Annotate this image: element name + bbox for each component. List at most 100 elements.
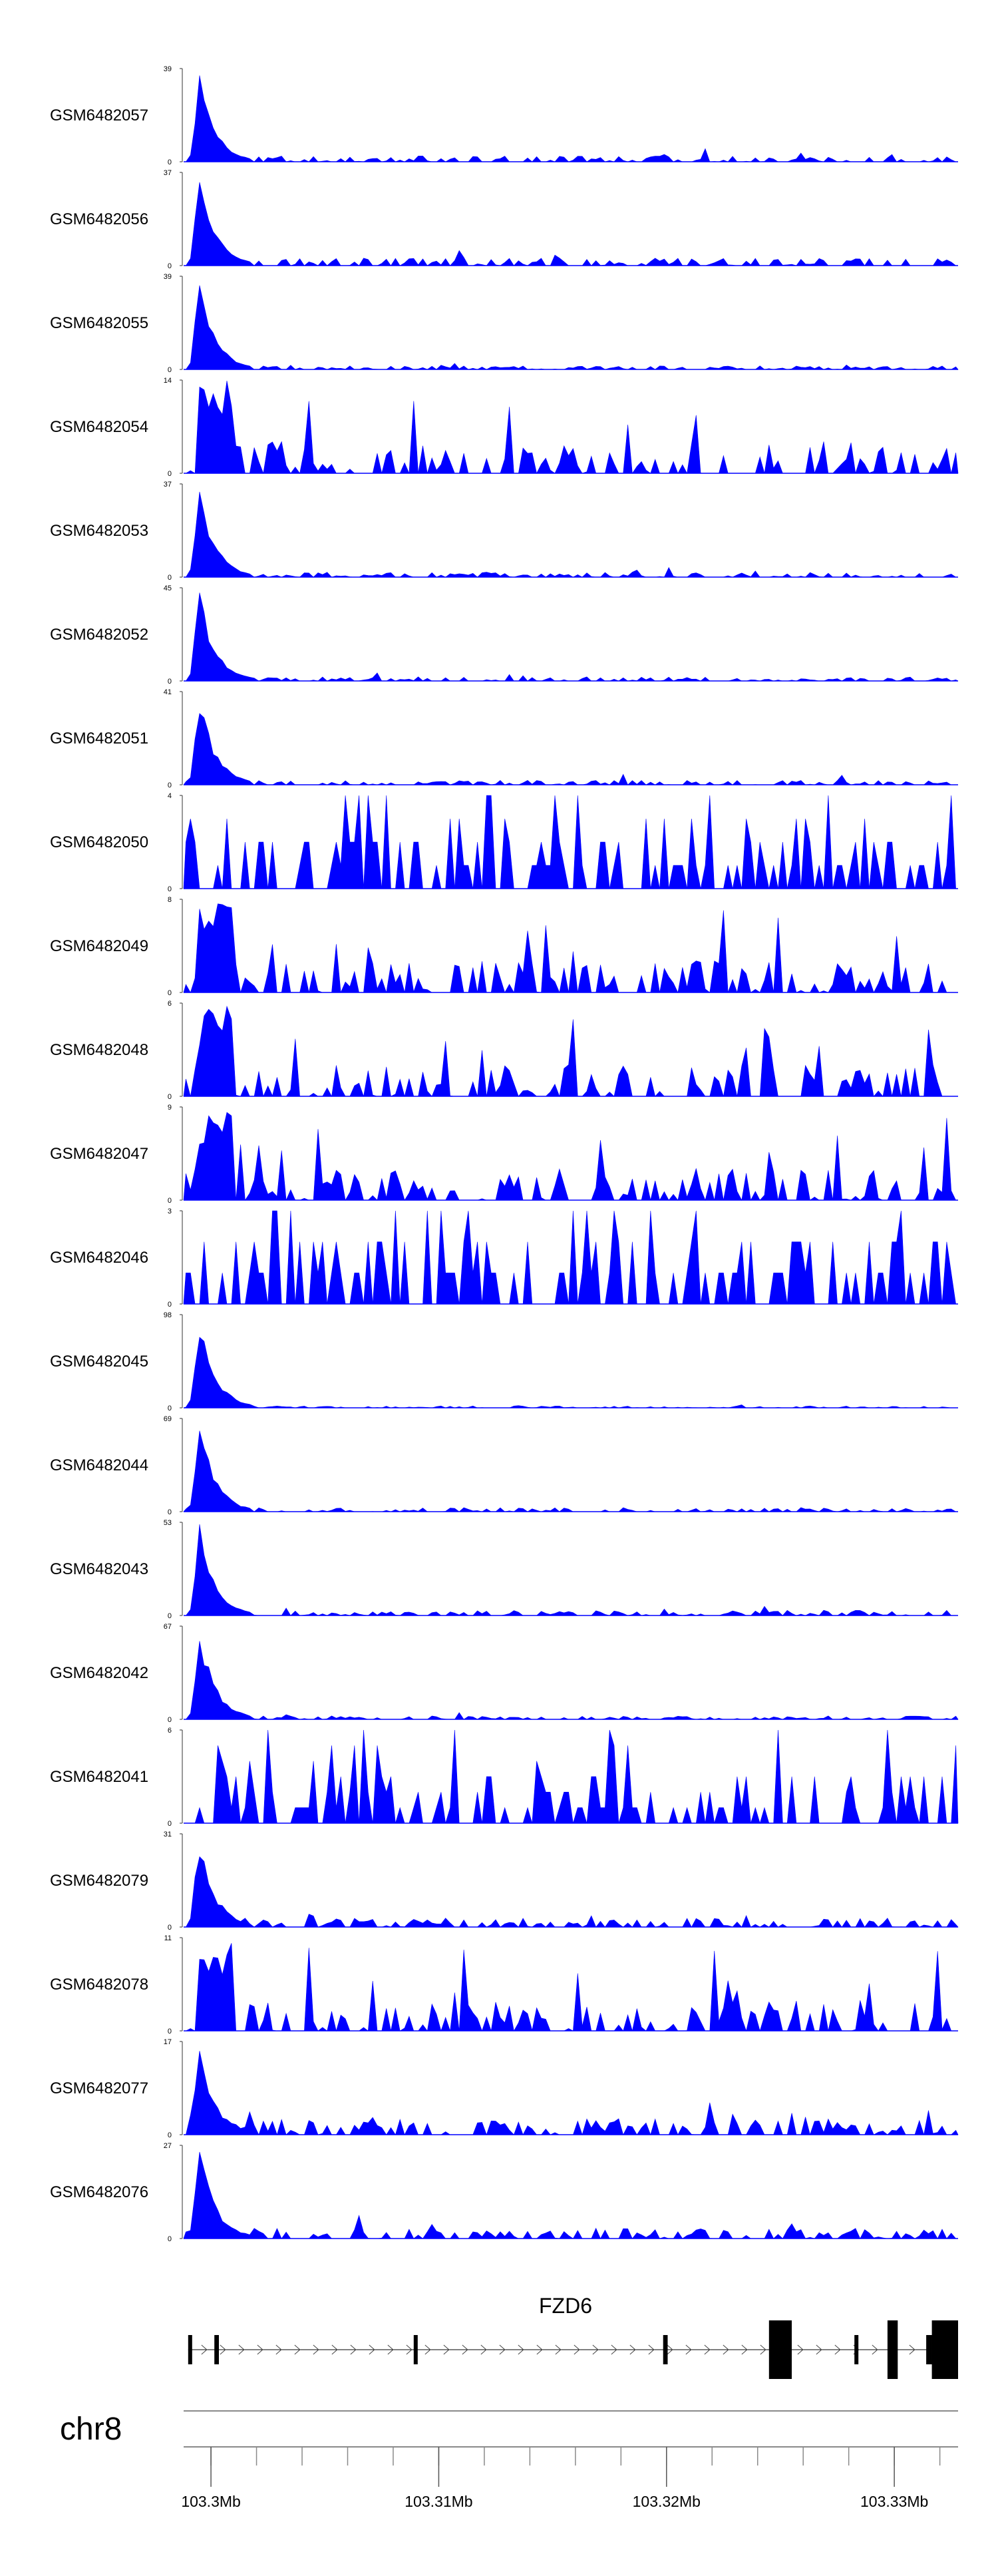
strand-arrow-icon: [909, 2344, 915, 2355]
y-min-label: 0: [168, 1508, 172, 1516]
track-GSM6482078: GSM6482078 11 0: [50, 1934, 958, 2036]
track-GSM6482048: GSM6482048 6 0: [50, 1000, 958, 1101]
y-min-label: 0: [168, 678, 172, 686]
strand-arrow-icon: [331, 2344, 338, 2355]
utr-exon: [663, 2335, 668, 2364]
coverage-area: [184, 491, 958, 578]
track-GSM6482053: GSM6482053 37 0: [50, 481, 958, 582]
track-label: GSM6482056: [50, 210, 148, 228]
coverage-area: [184, 1856, 959, 1928]
x-tick-label: 103.31Mb: [405, 2493, 472, 2510]
strand-arrow-icon: [369, 2344, 375, 2355]
strand-arrow-icon: [723, 2344, 729, 2355]
coverage-area: [184, 75, 958, 162]
strand-arrow-icon: [350, 2344, 357, 2355]
y-max-label: 3: [168, 1207, 172, 1215]
strand-arrow-icon: [201, 2344, 208, 2355]
coverage-area: [184, 1729, 959, 1825]
x-tick-label: 103.3Mb: [181, 2493, 241, 2510]
y-min-label: 0: [168, 1197, 172, 1205]
track-GSM6482054: GSM6482054 14 0: [50, 377, 959, 478]
y-min-label: 0: [168, 2235, 172, 2243]
strand-arrow-icon: [275, 2344, 282, 2355]
strand-arrow-icon: [760, 2344, 766, 2355]
track-label: GSM6482052: [50, 626, 148, 644]
track-label: GSM6482045: [50, 1353, 148, 1371]
track-label: GSM6482076: [50, 2183, 148, 2201]
strand-arrow-icon: [257, 2344, 263, 2355]
strand-arrow-icon: [443, 2344, 450, 2355]
y-min-label: 0: [168, 262, 172, 270]
coverage-area: [183, 1337, 958, 1408]
y-max-label: 98: [164, 1311, 172, 1319]
utr-exon: [926, 2335, 932, 2364]
y-min-label: 0: [168, 885, 172, 893]
coverage-area: [183, 795, 958, 889]
track-GSM6482050: GSM6482050 4 0: [50, 792, 958, 893]
track-label: GSM6482042: [50, 1664, 148, 1682]
coverage-area: [183, 1005, 958, 1098]
coding-exon: [768, 2320, 792, 2379]
utr-exon: [413, 2335, 418, 2364]
x-tick-label: 103.33Mb: [860, 2493, 928, 2510]
y-max-label: 6: [168, 1727, 172, 1735]
track-label: GSM6482049: [50, 937, 148, 955]
track-GSM6482051: GSM6482051 41 0: [50, 688, 958, 789]
track-GSM6482046: GSM6482046 3 0: [50, 1207, 958, 1309]
track-GSM6482042: GSM6482042 67 0: [50, 1623, 959, 1724]
utr-exon: [188, 2335, 192, 2364]
strand-arrow-icon: [611, 2344, 617, 2355]
track-GSM6482056: GSM6482056 37 0: [50, 169, 958, 270]
strand-arrow-icon: [462, 2344, 468, 2355]
track-GSM6482047: GSM6482047 9 0: [50, 1104, 958, 1205]
y-min-label: 0: [168, 989, 172, 997]
track-label: GSM6482055: [50, 314, 148, 332]
coverage-area: [184, 2051, 959, 2136]
track-label: GSM6482048: [50, 1041, 148, 1059]
strand-arrow-icon: [872, 2344, 878, 2355]
track-GSM6482076: GSM6482076 27 0: [50, 2142, 958, 2243]
track-GSM6482044: GSM6482044 69 0: [50, 1415, 958, 1516]
strand-arrow-icon: [536, 2344, 543, 2355]
coverage-area: [183, 1210, 958, 1305]
coding-exon: [887, 2320, 898, 2379]
coverage-area: [184, 1943, 958, 2032]
utr-exon: [931, 2335, 958, 2364]
coverage-area: [184, 592, 959, 682]
utr-exon: [214, 2335, 219, 2364]
y-min-label: 0: [168, 366, 172, 374]
track-label: GSM6482054: [50, 418, 148, 436]
strand-arrow-icon: [704, 2344, 711, 2355]
strand-arrow-icon: [834, 2344, 841, 2355]
y-max-label: 41: [164, 688, 172, 696]
chromosome-label: chr8: [60, 2412, 122, 2447]
track-GSM6482043: GSM6482043 53 0: [50, 1519, 958, 1620]
y-min-label: 0: [168, 2131, 172, 2139]
y-max-label: 45: [164, 584, 172, 592]
track-label: GSM6482051: [50, 730, 148, 748]
coverage-area: [184, 182, 958, 266]
coverage-area: [184, 285, 959, 370]
strand-arrow-icon: [294, 2344, 301, 2355]
y-max-label: 39: [164, 65, 172, 73]
y-max-label: 17: [164, 2038, 172, 2046]
y-min-label: 0: [168, 1093, 172, 1101]
y-min-label: 0: [168, 1820, 172, 1828]
y-min-label: 0: [168, 1612, 172, 1620]
y-max-label: 53: [164, 1519, 172, 1527]
track-GSM6482079: GSM6482079 31 0: [50, 1830, 959, 1932]
y-max-label: 27: [164, 2142, 172, 2150]
coverage-area: [184, 380, 959, 475]
y-max-label: 37: [164, 481, 172, 489]
gene-model-track: FZD6: [188, 2294, 958, 2379]
y-min-label: 0: [168, 574, 172, 582]
strand-arrow-icon: [424, 2344, 431, 2355]
track-label: GSM6482079: [50, 1872, 148, 1890]
strand-arrow-icon: [648, 2344, 655, 2355]
y-max-label: 4: [168, 792, 172, 800]
track-GSM6482055: GSM6482055 39 0: [50, 273, 959, 374]
y-max-label: 67: [164, 1623, 172, 1631]
strand-arrow-icon: [480, 2344, 487, 2355]
y-max-label: 14: [164, 377, 172, 385]
